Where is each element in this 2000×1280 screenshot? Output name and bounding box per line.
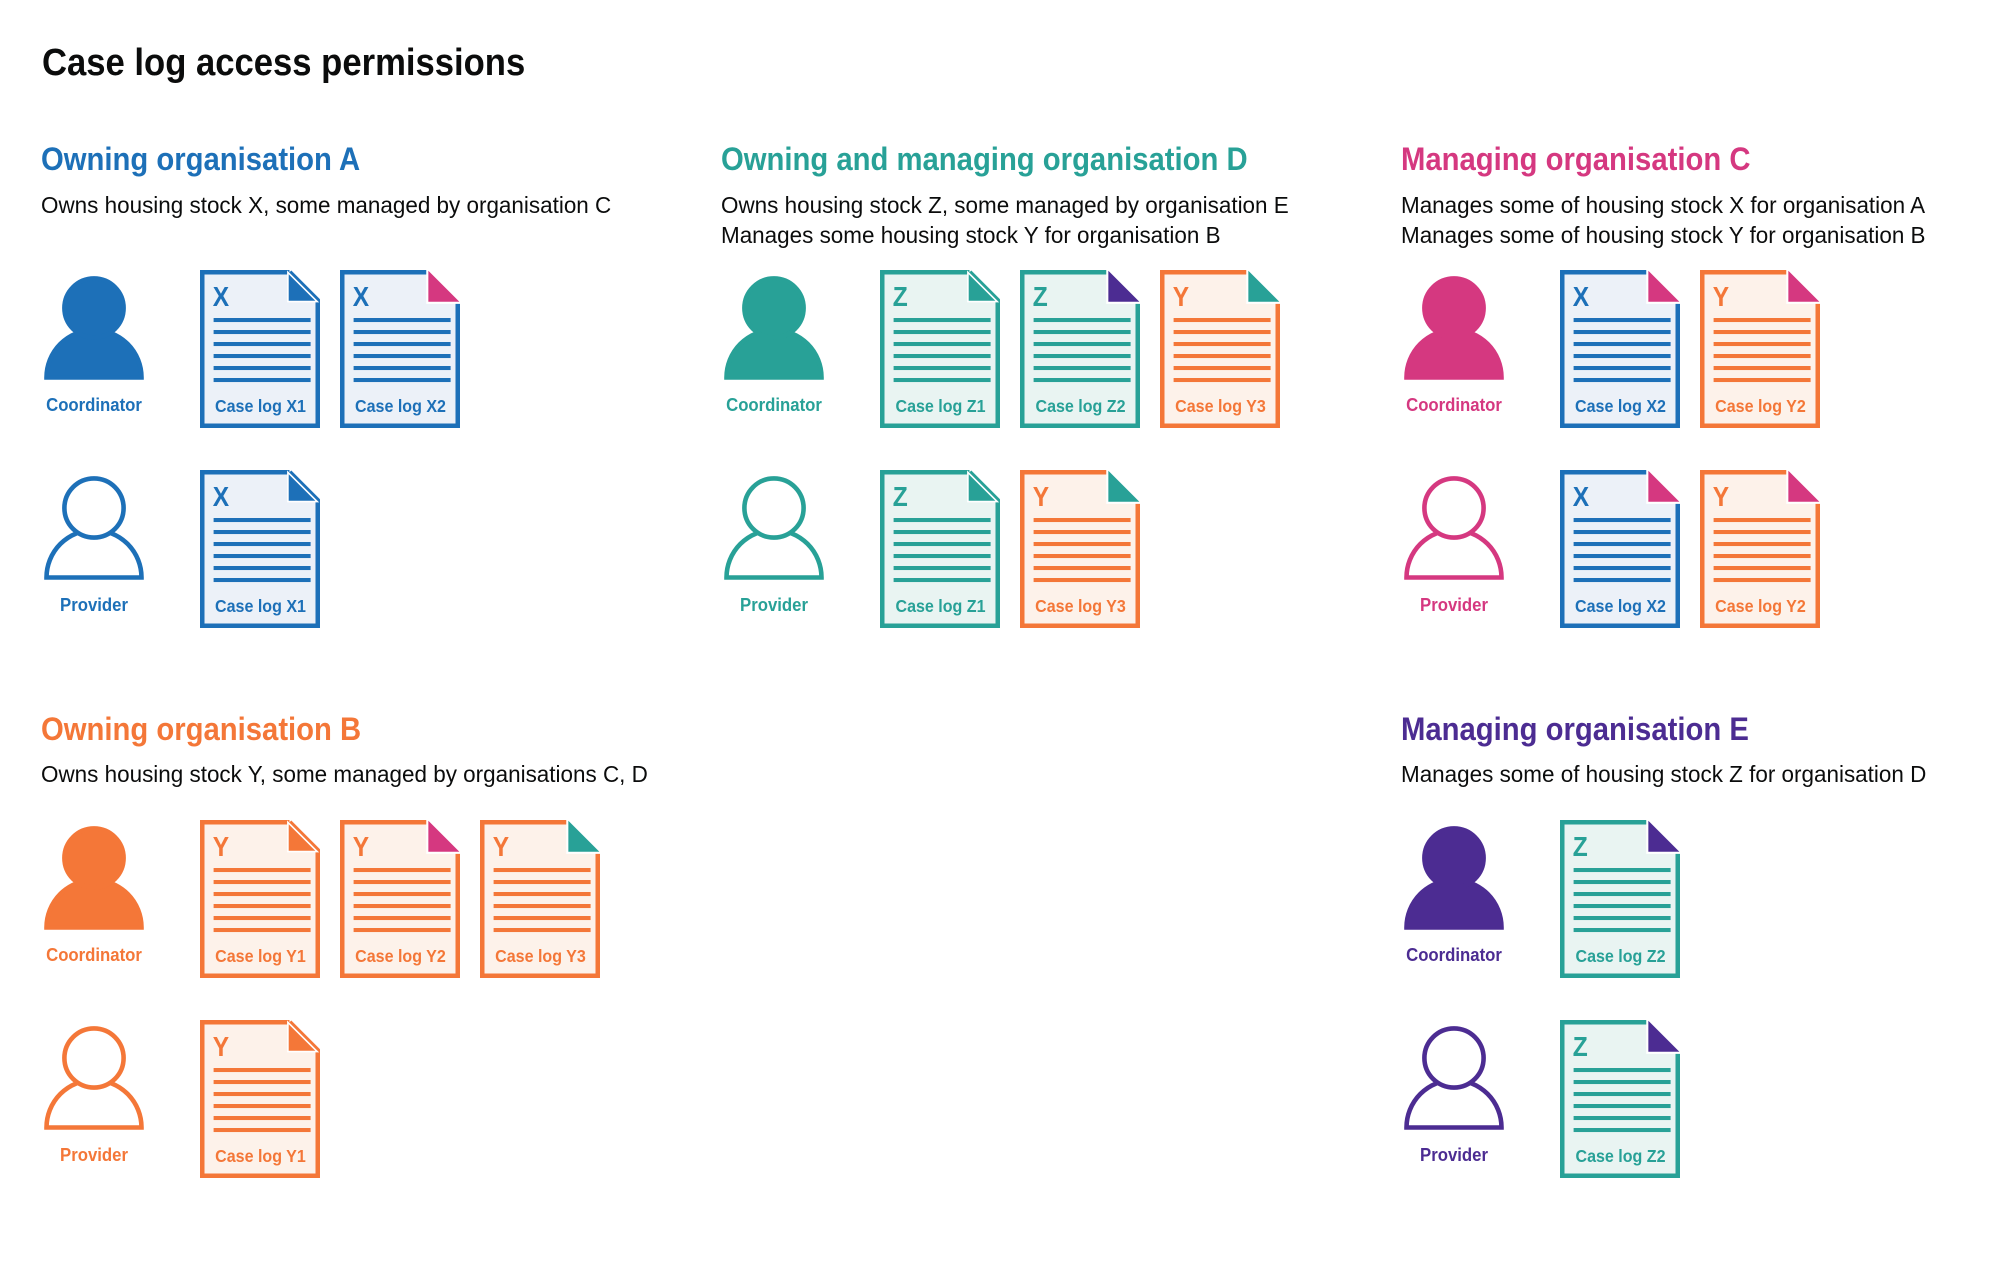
svg-text:Case log Z2: Case log Z2 <box>1575 946 1665 966</box>
svg-text:X: X <box>213 480 230 512</box>
svg-text:Y: Y <box>353 830 370 862</box>
svg-text:Case log X1: Case log X1 <box>215 596 306 616</box>
svg-text:Y: Y <box>213 1030 230 1062</box>
svg-text:Case log X2: Case log X2 <box>355 396 446 416</box>
svg-text:Case log Z2: Case log Z2 <box>1035 396 1125 416</box>
svg-text:X: X <box>353 280 370 312</box>
svg-text:Case log X2: Case log X2 <box>1575 396 1666 416</box>
svg-text:X: X <box>213 280 230 312</box>
svg-text:Y: Y <box>213 830 230 862</box>
svg-text:Case log Y1: Case log Y1 <box>215 946 306 966</box>
svg-text:Y: Y <box>1713 280 1730 312</box>
svg-text:Y: Y <box>1713 480 1730 512</box>
svg-text:Case log Y2: Case log Y2 <box>1715 396 1806 416</box>
svg-text:Case log Z1: Case log Z1 <box>895 396 985 416</box>
svg-text:Case log Y3: Case log Y3 <box>1035 596 1126 616</box>
svg-text:Case log Y3: Case log Y3 <box>495 946 586 966</box>
svg-text:Z: Z <box>1033 280 1048 312</box>
svg-text:Y: Y <box>1173 280 1190 312</box>
svg-text:Case log Z1: Case log Z1 <box>895 596 985 616</box>
svg-text:Case log X1: Case log X1 <box>215 396 306 416</box>
svg-text:Case log X2: Case log X2 <box>1575 596 1666 616</box>
svg-text:Y: Y <box>1033 480 1050 512</box>
svg-text:Case log Y3: Case log Y3 <box>1175 396 1266 416</box>
svg-text:Z: Z <box>1573 830 1588 862</box>
svg-text:X: X <box>1573 480 1590 512</box>
svg-text:Case log Z2: Case log Z2 <box>1575 1146 1665 1166</box>
svg-text:Z: Z <box>1573 1030 1588 1062</box>
svg-text:Case log Y2: Case log Y2 <box>355 946 446 966</box>
svg-text:Z: Z <box>893 480 908 512</box>
svg-text:Case log Y2: Case log Y2 <box>1715 596 1806 616</box>
svg-text:Y: Y <box>493 830 510 862</box>
svg-text:Z: Z <box>893 280 908 312</box>
svg-text:Case log Y1: Case log Y1 <box>215 1146 306 1166</box>
svg-text:X: X <box>1573 280 1590 312</box>
